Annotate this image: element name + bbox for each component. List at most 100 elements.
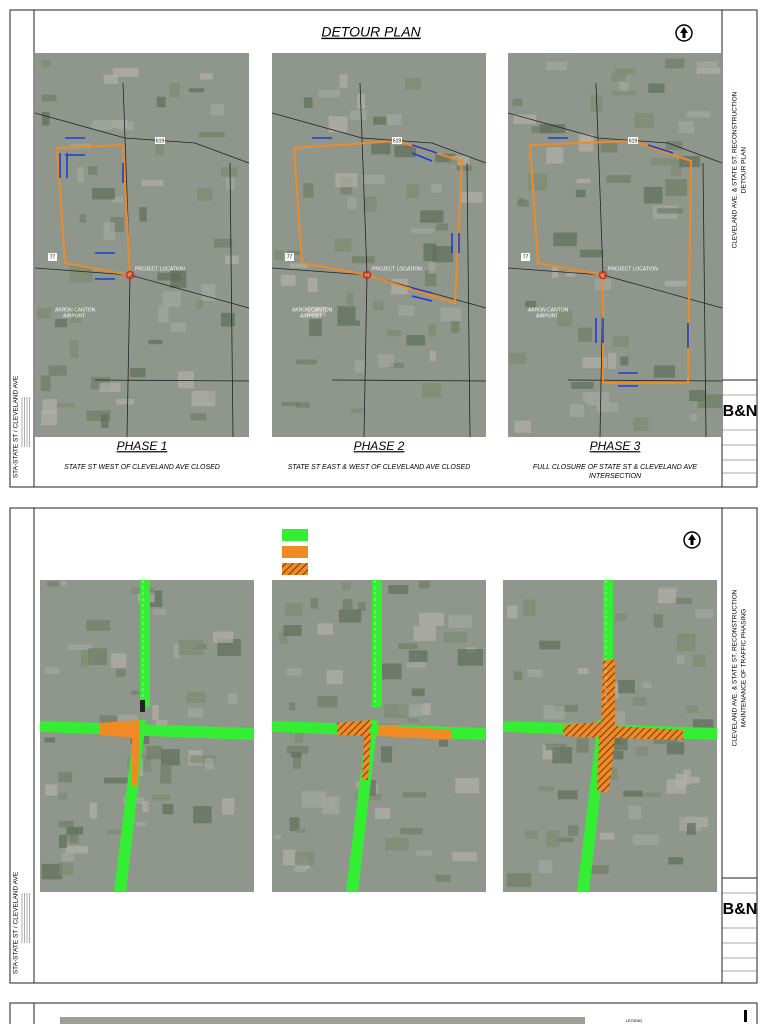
aerial-texture	[642, 682, 652, 689]
aerial-texture	[157, 272, 182, 281]
aerial-texture	[103, 74, 119, 84]
aerial-texture	[419, 612, 445, 626]
aerial-texture	[58, 792, 68, 801]
aerial-texture	[590, 95, 603, 112]
aerial-texture	[350, 110, 367, 121]
aerial-texture	[77, 166, 84, 183]
aerial-texture	[546, 61, 568, 71]
aerial-texture	[633, 417, 649, 431]
aerial-texture	[339, 74, 348, 88]
aerial-texture	[577, 667, 589, 674]
aerial-texture	[186, 691, 206, 703]
aerial-texture	[668, 857, 684, 865]
aerial-texture	[666, 779, 686, 794]
aerial-texture	[388, 363, 404, 368]
aerial-texture	[214, 238, 233, 248]
aerial-texture	[429, 350, 436, 362]
side-title: MAINTENANCE OF TRAFFIC PHASING	[741, 609, 748, 727]
aerial-texture	[696, 61, 718, 68]
aerial-texture	[436, 223, 449, 231]
aerial-texture	[212, 631, 234, 643]
aerial-texture	[407, 718, 419, 723]
aerial-texture	[539, 640, 561, 650]
aerial-texture	[217, 638, 241, 656]
aerial-texture	[576, 178, 591, 184]
aerial-texture	[59, 580, 67, 586]
aerial-texture	[638, 792, 662, 797]
route-label: 77	[523, 254, 529, 260]
left-label: STA-STATE ST / CLEVELAND AVE	[13, 871, 20, 974]
aerial-texture	[556, 309, 573, 327]
aerial-texture	[690, 413, 698, 422]
aerial-texture	[162, 803, 174, 815]
aerial-texture	[608, 352, 617, 369]
aerial-texture	[452, 852, 477, 862]
aerial-texture	[88, 648, 108, 665]
phase-description: STATE ST EAST & WEST OF CLEVELAND AVE CL…	[288, 464, 471, 471]
north-arrow	[688, 534, 696, 545]
aerial-texture	[691, 776, 700, 784]
aerial-texture	[282, 849, 297, 866]
aerial-texture	[406, 661, 426, 668]
aerial-texture	[290, 752, 302, 758]
aerial-texture	[310, 598, 319, 609]
aerial-texture	[575, 189, 586, 198]
aerial-texture	[423, 243, 437, 262]
detour-arrow	[411, 295, 433, 302]
aerial-texture	[130, 368, 146, 378]
road	[466, 162, 471, 438]
road	[94, 379, 250, 382]
aerial-texture	[553, 232, 577, 247]
aerial-texture	[193, 806, 212, 824]
aerial-texture	[115, 399, 135, 405]
aerial-texture	[288, 702, 296, 711]
north-arrow	[680, 27, 688, 38]
aerial-texture	[347, 197, 357, 210]
aerial-texture	[326, 669, 343, 685]
aerial-texture	[650, 157, 676, 166]
aerial-texture	[346, 292, 354, 308]
aerial-texture	[619, 75, 629, 94]
detour-route	[56, 143, 132, 277]
aerial-texture	[388, 585, 409, 594]
aerial-texture	[210, 104, 225, 116]
aerial-texture	[58, 772, 73, 783]
aerial-texture	[37, 307, 52, 319]
aerial-texture	[86, 410, 111, 422]
aerial-texture	[455, 778, 480, 794]
aerial-texture	[116, 121, 134, 131]
aerial-texture	[448, 615, 472, 628]
aerial-texture	[79, 214, 86, 223]
aerial-texture	[657, 208, 684, 214]
aerial-texture	[435, 874, 451, 882]
aerial-texture	[628, 805, 642, 820]
hatched-zone	[337, 720, 372, 780]
aerial-texture	[170, 322, 186, 333]
aerial-texture	[173, 643, 181, 659]
route-label: 77	[50, 254, 56, 260]
aerial-texture	[518, 198, 525, 205]
project-label: PROJECT LOCATION	[608, 266, 658, 272]
aerial-texture	[658, 587, 678, 592]
aerial-texture	[402, 792, 427, 798]
aerial-texture	[546, 830, 560, 847]
aerial	[272, 53, 486, 437]
side-title: CLEVELAND AVE. & STATE ST. RECONSTRUCTIO…	[732, 589, 739, 746]
aerial-texture	[303, 183, 314, 198]
aerial-texture	[435, 153, 456, 163]
aerial-texture	[431, 184, 443, 193]
project-label: PROJECT LOCATION	[372, 266, 422, 272]
aerial-texture	[89, 802, 97, 819]
aerial-texture	[116, 668, 126, 677]
aerial-texture	[397, 704, 423, 717]
route-shield	[628, 137, 638, 144]
aerial-texture	[199, 73, 214, 80]
aerial-texture	[695, 609, 713, 619]
aerial-texture	[322, 796, 340, 815]
aerial-texture	[400, 828, 423, 835]
aerial-texture	[70, 306, 82, 323]
aerial-texture	[152, 704, 159, 721]
aerial-texture	[178, 639, 204, 656]
route-shield	[392, 137, 402, 144]
aerial-texture	[366, 780, 376, 796]
